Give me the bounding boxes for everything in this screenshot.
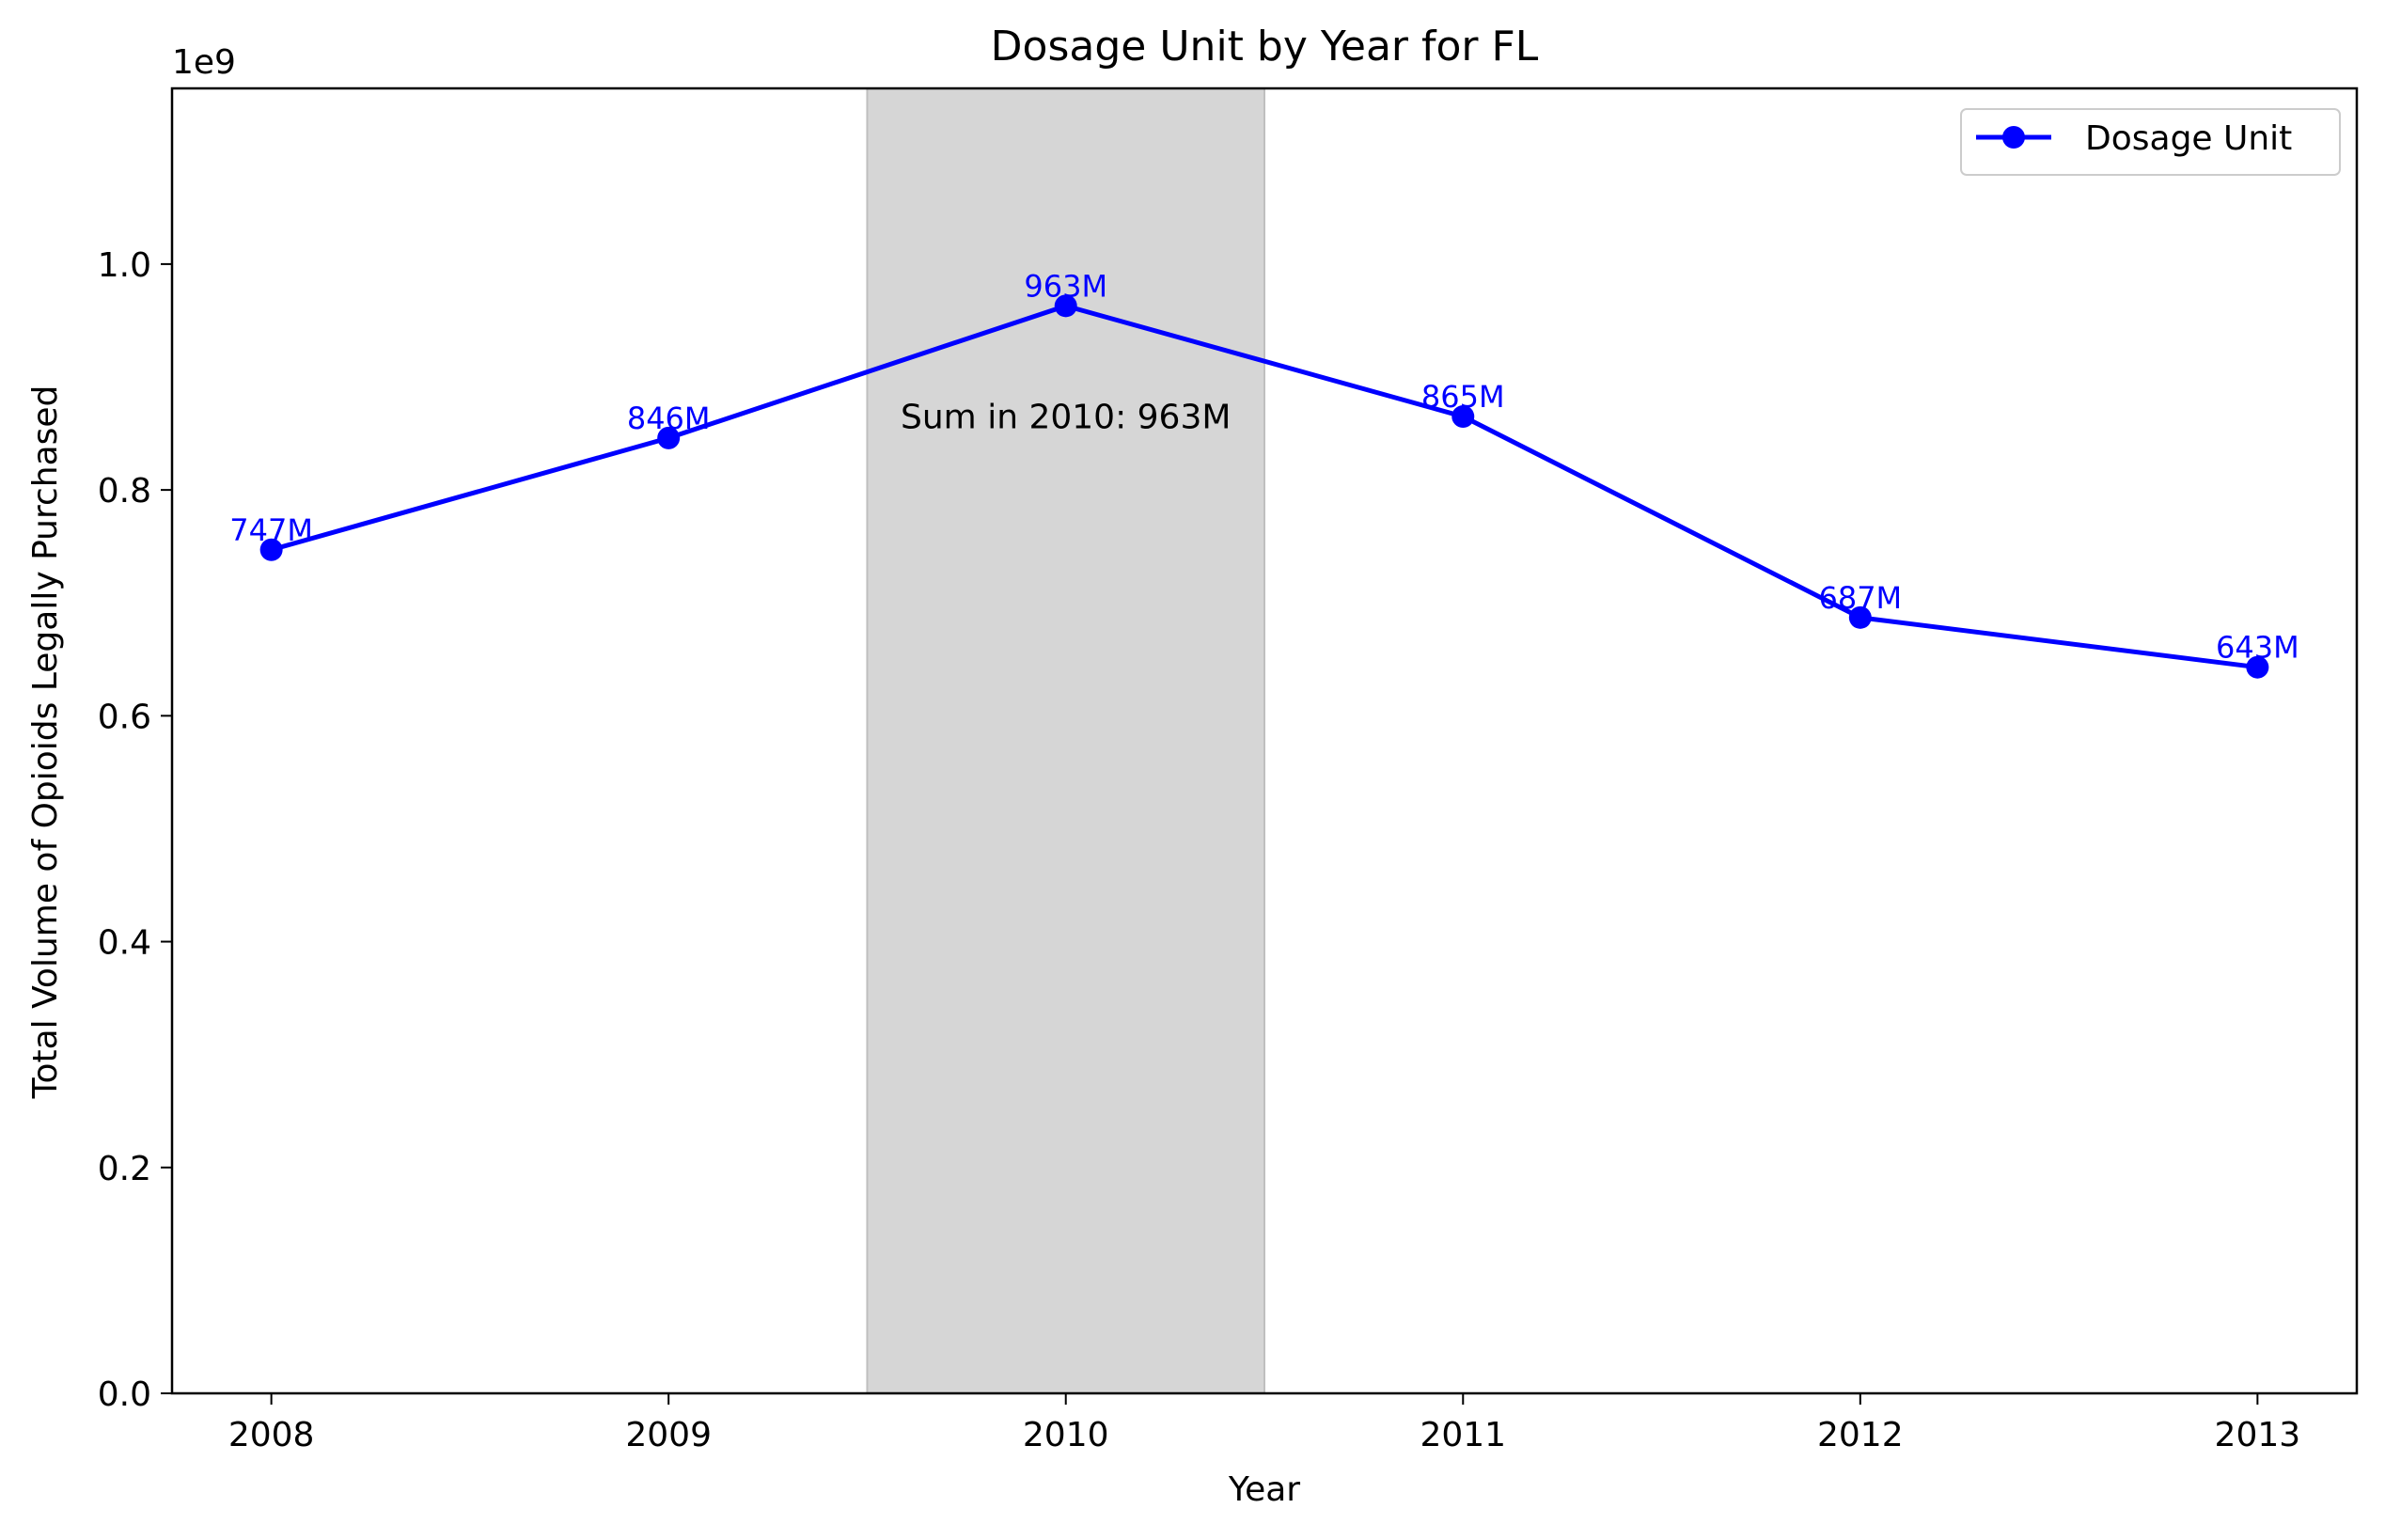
highlight-annotation: Sum in 2010: 963M	[901, 398, 1231, 436]
x-tick-label: 2012	[1817, 1416, 1904, 1454]
y-tick-label: 0.0	[98, 1375, 151, 1414]
y-tick-label: 1.0	[98, 246, 151, 285]
data-label: 865M	[1421, 379, 1505, 415]
x-axis-label: Year	[1228, 1470, 1300, 1509]
data-label: 963M	[1024, 268, 1107, 304]
y-tick-label: 0.2	[98, 1150, 151, 1188]
legend-marker	[2002, 126, 2025, 149]
x-tick-label: 2010	[1023, 1416, 1109, 1454]
data-point	[657, 426, 681, 449]
legend-label: Dosage Unit	[2085, 119, 2292, 158]
data-point	[1054, 294, 1077, 318]
data-point	[259, 538, 283, 561]
data-label: 747M	[229, 512, 313, 548]
data-point	[1451, 405, 1475, 429]
y-tick-label: 0.6	[98, 698, 151, 736]
series-line	[270, 303, 2258, 670]
y-axis-scale-label: 1e9	[172, 43, 236, 82]
x-axis-ticks: 2008 2009 2010 2011 2012 2013	[228, 1393, 2300, 1454]
x-tick-label: 2011	[1420, 1416, 1506, 1454]
legend-box	[1960, 108, 2341, 176]
x-tick-label: 2008	[228, 1416, 315, 1454]
legend: Dosage Unit	[1960, 108, 2341, 176]
data-labels-layer: 747M 846M 963M 865M 687M 643M Sum in 2010: 963…	[229, 268, 2299, 665]
x-tick-label: 2013	[2215, 1416, 2301, 1454]
y-axis-ticks: 0.0 0.2 0.4 0.6 0.8 1.0	[98, 246, 172, 1414]
data-point	[1848, 605, 1872, 629]
x-tick-label: 2009	[625, 1416, 712, 1454]
data-label: 846M	[627, 401, 711, 436]
plot-frame	[170, 86, 2359, 1395]
y-tick-label: 0.8	[98, 472, 151, 511]
data-label: 687M	[1818, 580, 1902, 616]
y-axis-label: Total Volume of Opioids Legally Purchase…	[26, 385, 65, 1100]
chart-title: Dosage Unit by Year for FL	[991, 23, 1539, 71]
data-point	[2246, 655, 2269, 679]
series-layer	[259, 294, 2269, 679]
data-label: 643M	[2216, 630, 2299, 666]
y-tick-label: 0.4	[98, 924, 151, 963]
